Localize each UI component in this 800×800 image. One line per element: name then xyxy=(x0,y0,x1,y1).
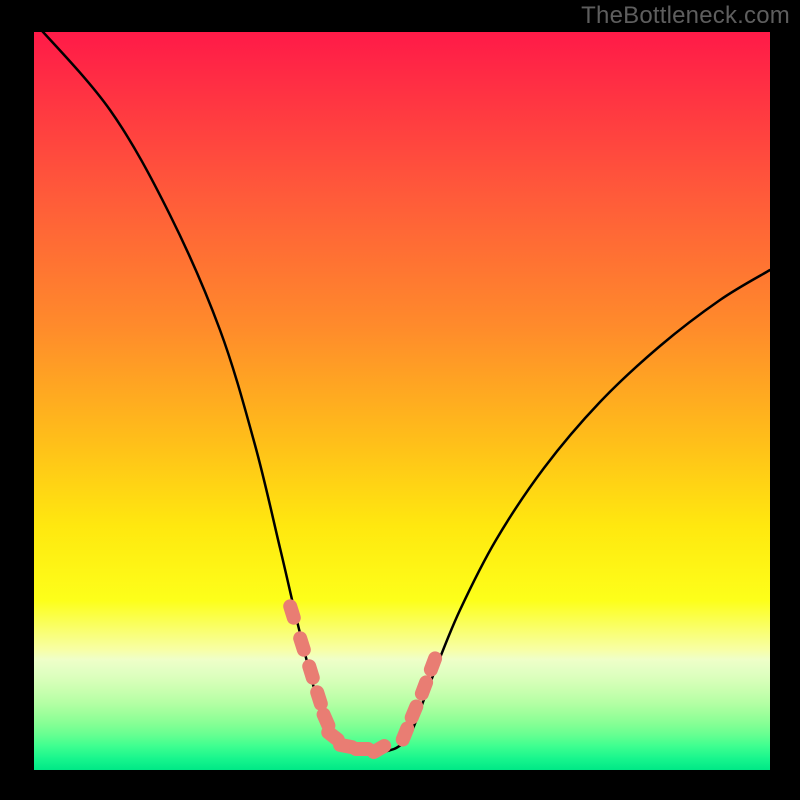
plot-gradient-background xyxy=(34,32,770,770)
chart-svg xyxy=(0,0,800,800)
watermark-text: TheBottleneck.com xyxy=(581,2,790,30)
chart-root: TheBottleneck.com xyxy=(0,0,800,800)
